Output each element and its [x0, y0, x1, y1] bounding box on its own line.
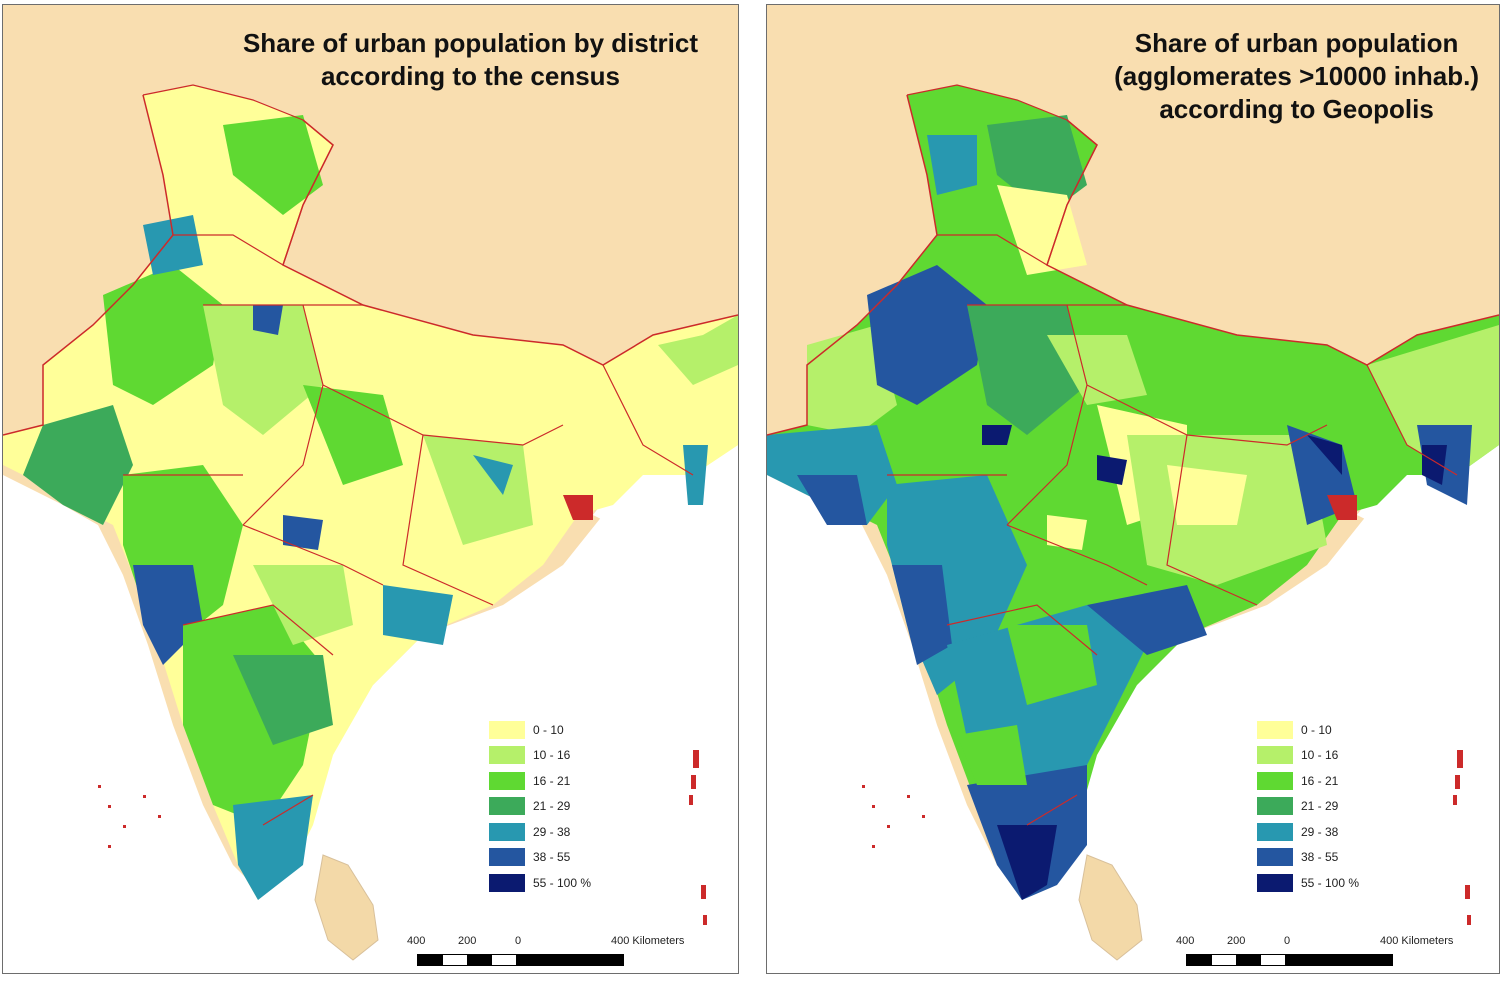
census-map-panel: Share of urban population by district ac…	[2, 4, 739, 974]
scale-label: 400 Kilometers	[611, 935, 685, 947]
legend-item: 29 - 38	[1257, 819, 1407, 845]
legend-label: 21 - 29	[533, 799, 571, 814]
legend-swatch	[1257, 797, 1293, 816]
legend-swatch	[489, 720, 525, 739]
country-border	[767, 94, 1499, 436]
legend-item: 10 - 16	[1257, 743, 1407, 769]
map-legend: 0 - 10 10 - 16 16 - 21 21 - 29 29 - 38 3…	[489, 717, 639, 896]
legend-swatch	[1257, 746, 1293, 765]
scale-label: 400 Kilometers	[1380, 935, 1454, 947]
legend-swatch	[489, 848, 525, 867]
lakshadweep-islands	[862, 785, 925, 848]
map-title: Share of urban population by district ac…	[243, 27, 698, 93]
legend-swatch	[1257, 848, 1293, 867]
legend-label: 29 - 38	[1301, 824, 1339, 839]
map-legend: 0 - 10 10 - 16 16 - 21 21 - 29 29 - 38 3…	[1257, 717, 1407, 896]
legend-item: 10 - 16	[489, 743, 639, 769]
legend-label: 55 - 100 %	[1301, 875, 1360, 890]
legend-label: 10 - 16	[533, 748, 571, 763]
lakshadweep-islands	[98, 785, 161, 848]
legend-swatch	[1257, 873, 1293, 892]
legend-item: 38 - 55	[489, 845, 639, 871]
sri-lanka	[1078, 854, 1143, 961]
geopolis-map-panel: Share of urban population (agglomerates …	[766, 4, 1500, 974]
legend-item: 21 - 29	[1257, 794, 1407, 820]
title-line-3: according to Geopolis	[1159, 94, 1434, 124]
india-districts	[767, 85, 1499, 900]
legend-label: 0 - 10	[1301, 722, 1332, 737]
legend-label: 16 - 21	[533, 773, 571, 788]
legend-label: 38 - 55	[1301, 850, 1339, 865]
sea-area	[767, 445, 1499, 973]
legend-swatch	[489, 771, 525, 790]
sri-lanka	[314, 854, 379, 961]
legend-swatch	[489, 822, 525, 841]
title-line-1: Share of urban population	[1134, 28, 1459, 58]
legend-swatch	[489, 797, 525, 816]
legend-label: 55 - 100 %	[533, 875, 592, 890]
legend-item: 0 - 10	[489, 717, 639, 743]
scale-segments	[1186, 954, 1393, 966]
legend-swatch	[489, 873, 525, 892]
census-map	[3, 5, 738, 973]
scale-label: 400	[1176, 935, 1195, 947]
andaman-islands	[689, 750, 707, 925]
india-districts	[3, 85, 738, 900]
legend-item: 16 - 21	[1257, 768, 1407, 794]
legend-item: 29 - 38	[489, 819, 639, 845]
legend-label: 29 - 38	[533, 824, 571, 839]
legend-swatch	[1257, 822, 1293, 841]
scale-label: 0	[1284, 935, 1291, 947]
legend-swatch	[1257, 771, 1293, 790]
legend-label: 0 - 10	[533, 722, 564, 737]
sea-area	[3, 445, 738, 973]
legend-item: 55 - 100 %	[489, 870, 639, 896]
title-line-2: (agglomerates >10000 inhab.)	[1114, 61, 1479, 91]
scale-label: 0	[515, 935, 522, 947]
country-border	[3, 94, 738, 436]
legend-label: 16 - 21	[1301, 773, 1339, 788]
legend-item: 16 - 21	[489, 768, 639, 794]
legend-item: 0 - 10	[1257, 717, 1407, 743]
legend-label: 21 - 29	[1301, 799, 1339, 814]
scale-label: 200	[1227, 935, 1246, 947]
map-title: Share of urban population (agglomerates …	[1114, 27, 1479, 126]
scale-bar: 400 200 0 400 Kilometers	[1172, 935, 1472, 971]
legend-item: 38 - 55	[1257, 845, 1407, 871]
title-line-2: according to the census	[320, 61, 621, 91]
scale-label: 200	[458, 935, 477, 947]
andaman-islands	[1453, 750, 1471, 925]
title-line-1: Share of urban population by district	[242, 28, 698, 58]
legend-label: 38 - 55	[533, 850, 571, 865]
legend-item: 55 - 100 %	[1257, 870, 1407, 896]
legend-item: 21 - 29	[489, 794, 639, 820]
scale-bar: 400 200 0 400 Kilometers	[403, 935, 703, 971]
scale-segments	[417, 954, 624, 966]
legend-swatch	[489, 746, 525, 765]
legend-label: 10 - 16	[1301, 748, 1339, 763]
geopolis-map	[767, 5, 1499, 973]
scale-label: 400	[407, 935, 426, 947]
legend-swatch	[1257, 720, 1293, 739]
